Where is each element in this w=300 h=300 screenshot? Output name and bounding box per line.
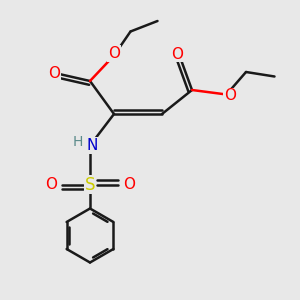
Text: O: O <box>171 46 183 62</box>
Text: O: O <box>224 88 236 104</box>
Text: O: O <box>45 177 57 192</box>
Text: O: O <box>48 66 60 81</box>
Text: S: S <box>85 176 95 194</box>
Text: N: N <box>87 138 98 153</box>
Text: H: H <box>72 135 82 149</box>
Text: O: O <box>108 46 120 61</box>
Text: O: O <box>123 177 135 192</box>
